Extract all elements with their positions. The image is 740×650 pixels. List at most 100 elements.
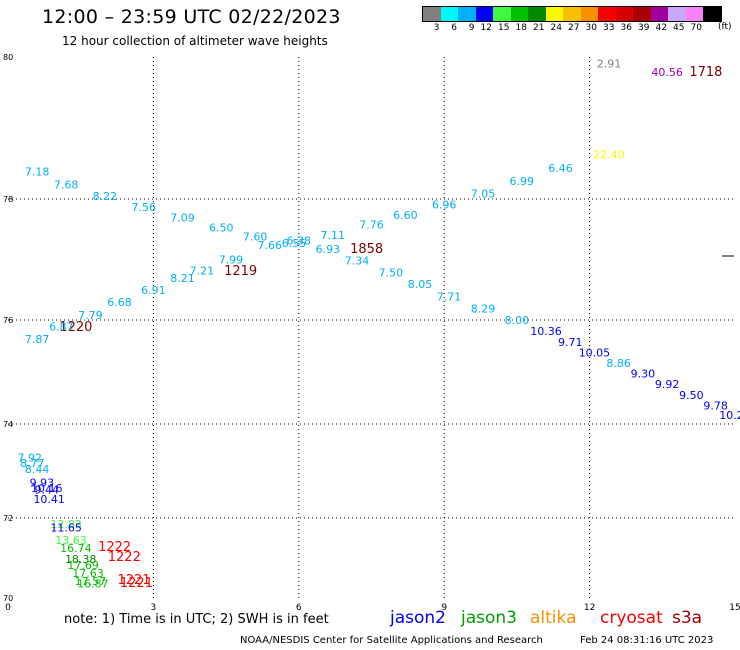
satellite-s3a: s3a — [672, 608, 703, 628]
wave-height-label: 8.29 — [471, 303, 496, 316]
x-tick-label: 9 — [441, 603, 447, 613]
wave-height-label: 16.74 — [60, 542, 92, 555]
legend-label: 18 — [515, 23, 527, 33]
wave-height-label: 9.50 — [679, 389, 704, 402]
wave-height-label: 22.40 — [593, 149, 625, 162]
legend-swatch — [580, 7, 598, 21]
wave-height-label: 7.76 — [359, 219, 384, 232]
wave-height-label: 6.99 — [509, 175, 534, 188]
legend-label: 12 — [480, 23, 492, 33]
wave-height-label: 9.30 — [631, 368, 656, 381]
map-subtitle: 12 hour collection of altimeter wave hei… — [62, 34, 328, 48]
wave-height-label: 7.99 — [219, 254, 244, 267]
wave-height-label: 17.63 — [72, 567, 104, 580]
wave-height-label: 6.55 — [282, 237, 307, 250]
legend-swatch — [615, 7, 633, 21]
wave-height-label: 6.38 — [287, 234, 312, 247]
legend-swatch — [458, 7, 476, 21]
legend-label: 21 — [533, 23, 545, 33]
legend-swatch — [475, 7, 493, 21]
credit-text: NOAA/NESDIS Center for Satellite Applica… — [240, 635, 543, 646]
x-tick-label: 3 — [151, 603, 157, 613]
legend-swatch — [668, 7, 686, 21]
legend-label: 15 — [498, 23, 510, 33]
legend-labels: 3 6 9 12 15 18 21 24 27 30 33 36 39 42 45 70 — [422, 23, 722, 33]
legend-swatch — [650, 7, 668, 21]
legend-label: 33 — [603, 23, 615, 33]
legend-swatch — [685, 7, 703, 21]
legend-swatch — [598, 7, 616, 21]
wave-height-label: 8.86 — [606, 357, 631, 370]
y-tick-label: 80 — [3, 53, 13, 62]
y-tick-label: 72 — [3, 514, 13, 523]
legend-label: 70 — [690, 23, 702, 33]
legend-label: 27 — [568, 23, 580, 33]
wave-height-label: 6.50 — [209, 222, 234, 235]
wave-height-label: 6.93 — [316, 243, 341, 256]
x-tick-label: 6 — [296, 603, 302, 613]
wave-height-label: 7.05 — [471, 188, 496, 201]
wave-height-label: 18.38 — [65, 553, 97, 566]
wave-height-label: 10.36 — [530, 325, 562, 338]
wave-height-label: 17.57 — [75, 575, 107, 588]
time-label: 1220 — [59, 320, 92, 335]
y-tick-label: 70 — [3, 594, 13, 603]
legend-label: 36 — [620, 23, 632, 33]
wave-height-label: 9.78 — [703, 399, 728, 412]
wave-height-label: 17.69 — [67, 559, 99, 572]
footnote: note: 1) Time is in UTC; 2) SWH is in fe… — [64, 612, 329, 627]
time-label: 1718 — [689, 65, 722, 80]
timestamp-text: Feb 24 08:31:16 UTC 2023 — [580, 635, 714, 646]
legend-label: 45 — [673, 23, 685, 33]
wave-height-label: 6.91 — [141, 284, 166, 297]
legend-label: 3 — [433, 23, 440, 33]
legend-swatch — [510, 7, 528, 21]
wave-height-label: 8.05 — [408, 278, 433, 291]
wave-height-label: 6.96 — [432, 199, 457, 212]
satellite-altika: altika — [530, 608, 577, 628]
legend-swatch — [423, 7, 441, 21]
wave-height-label: 7.09 — [170, 211, 195, 224]
legend-label: 30 — [585, 23, 597, 33]
wave-height-label: 16.87 — [77, 578, 109, 591]
satellite-jason2: jason2 — [390, 608, 446, 628]
wave-height-label: 7.34 — [345, 254, 370, 267]
wave-height-label: 8.77 — [20, 457, 45, 470]
wave-height-label: 7.60 — [243, 231, 268, 244]
legend-label: 42 — [655, 23, 667, 33]
y-tick-label: 74 — [3, 420, 13, 429]
wave-height-label: 7.11 — [320, 229, 345, 242]
time-label: 1221 — [117, 573, 150, 588]
legend-unit: (ft) — [718, 22, 732, 32]
legend-swatch — [528, 7, 546, 21]
wave-height-label: 10.41 — [33, 493, 65, 506]
x-tick-label: 12 — [584, 603, 595, 613]
x-tick-label: 0 — [5, 603, 11, 613]
wave-height-label: 6.60 — [393, 209, 418, 222]
wave-height-label: 7.18 — [25, 166, 50, 179]
legend-label: 24 — [550, 23, 562, 33]
x-tick-label: 15 — [729, 603, 740, 613]
legend-swatch — [563, 7, 581, 21]
wave-height-label: 8.22 — [93, 190, 118, 203]
time-label: 1219 — [224, 264, 257, 279]
satellite-cryosat: cryosat — [600, 608, 663, 628]
map-title: 12:00 – 23:59 UTC 02/22/2023 — [42, 6, 341, 28]
wave-height-label: 7.71 — [437, 291, 462, 304]
wave-height-label: 10.25 — [719, 409, 740, 422]
satellite-jason3: jason3 — [461, 608, 517, 628]
legend-swatches — [422, 6, 722, 22]
time-label: 1222 — [108, 550, 141, 565]
wave-height-label: 9.44 — [35, 484, 60, 497]
wave-height-label: 7.87 — [25, 333, 50, 346]
time-label: 1222 — [98, 540, 131, 555]
time-label: 1221 — [120, 576, 153, 591]
wave-height-label: 7.92 — [18, 452, 43, 465]
legend-label: 6 — [451, 23, 457, 33]
wave-height-label: 8.00 — [505, 314, 530, 327]
wave-height-label: 12.83 — [50, 518, 82, 531]
wave-height-label: 7.56 — [131, 201, 156, 214]
legend-swatch — [545, 7, 563, 21]
y-tick-label: 78 — [3, 195, 13, 204]
wave-height-label: 6.87 — [49, 320, 74, 333]
